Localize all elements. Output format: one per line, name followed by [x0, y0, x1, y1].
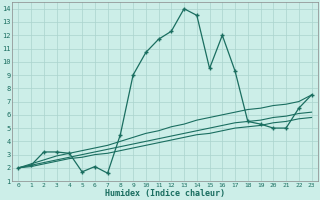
X-axis label: Humidex (Indice chaleur): Humidex (Indice chaleur)	[105, 189, 225, 198]
